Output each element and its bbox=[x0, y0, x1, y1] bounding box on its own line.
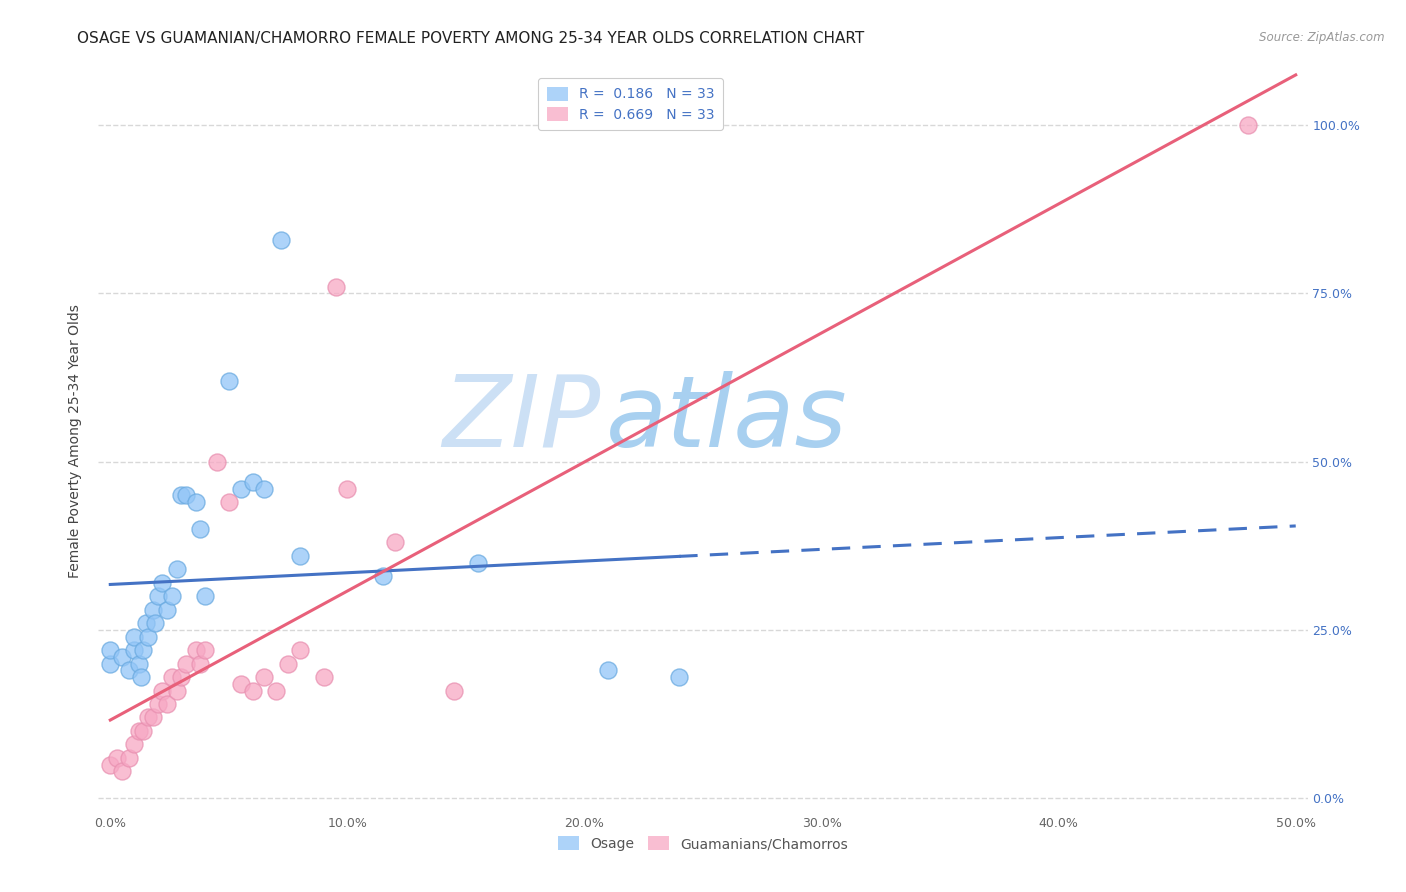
Text: atlas: atlas bbox=[606, 371, 848, 467]
Point bbox=[264, 683, 287, 698]
Point bbox=[129, 670, 152, 684]
Point bbox=[194, 643, 217, 657]
Point bbox=[598, 664, 620, 678]
Point bbox=[384, 535, 406, 549]
Point bbox=[118, 664, 141, 678]
Point bbox=[288, 643, 311, 657]
Point bbox=[132, 643, 155, 657]
Point bbox=[132, 723, 155, 738]
Point bbox=[194, 590, 217, 604]
Point bbox=[205, 455, 228, 469]
Point bbox=[170, 670, 193, 684]
Point bbox=[184, 643, 207, 657]
Y-axis label: Female Poverty Among 25-34 Year Olds: Female Poverty Among 25-34 Year Olds bbox=[69, 304, 83, 579]
Point bbox=[288, 549, 311, 563]
Point bbox=[160, 590, 183, 604]
Point bbox=[277, 657, 299, 671]
Point bbox=[105, 751, 128, 765]
Point bbox=[1237, 118, 1260, 132]
Point bbox=[184, 495, 207, 509]
Point bbox=[128, 657, 150, 671]
Point bbox=[142, 603, 165, 617]
Point bbox=[146, 590, 169, 604]
Point bbox=[174, 657, 197, 671]
Point bbox=[122, 630, 145, 644]
Point bbox=[253, 482, 276, 496]
Point bbox=[156, 697, 179, 711]
Point bbox=[325, 279, 347, 293]
Point bbox=[136, 630, 159, 644]
Point bbox=[136, 710, 159, 724]
Point bbox=[111, 649, 134, 664]
Point bbox=[242, 475, 264, 489]
Point bbox=[371, 569, 394, 583]
Point bbox=[270, 233, 292, 247]
Point bbox=[467, 556, 489, 570]
Point bbox=[122, 738, 145, 752]
Point bbox=[156, 603, 179, 617]
Legend: Osage, Guamanians/Chamorros: Osage, Guamanians/Chamorros bbox=[553, 830, 853, 856]
Point bbox=[152, 683, 174, 698]
Text: ZIP: ZIP bbox=[441, 371, 600, 467]
Point bbox=[170, 488, 193, 502]
Point bbox=[143, 616, 166, 631]
Point bbox=[443, 683, 465, 698]
Point bbox=[229, 677, 252, 691]
Point bbox=[111, 764, 134, 779]
Point bbox=[668, 670, 690, 684]
Point bbox=[142, 710, 165, 724]
Point bbox=[174, 488, 197, 502]
Point bbox=[160, 670, 183, 684]
Point bbox=[122, 643, 145, 657]
Point bbox=[218, 495, 240, 509]
Point bbox=[146, 697, 169, 711]
Text: OSAGE VS GUAMANIAN/CHAMORRO FEMALE POVERTY AMONG 25-34 YEAR OLDS CORRELATION CHA: OSAGE VS GUAMANIAN/CHAMORRO FEMALE POVER… bbox=[77, 31, 865, 46]
Point bbox=[135, 616, 157, 631]
Point bbox=[166, 683, 188, 698]
Point bbox=[312, 670, 335, 684]
Point bbox=[336, 482, 359, 496]
Point bbox=[128, 723, 150, 738]
Point bbox=[242, 683, 264, 698]
Point bbox=[152, 575, 174, 590]
Text: Source: ZipAtlas.com: Source: ZipAtlas.com bbox=[1260, 31, 1385, 45]
Point bbox=[218, 374, 240, 388]
Point bbox=[190, 657, 212, 671]
Point bbox=[253, 670, 276, 684]
Point bbox=[166, 562, 188, 576]
Point bbox=[98, 657, 121, 671]
Point bbox=[98, 757, 121, 772]
Point bbox=[229, 482, 252, 496]
Point bbox=[190, 522, 212, 536]
Point bbox=[118, 751, 141, 765]
Point bbox=[98, 643, 121, 657]
